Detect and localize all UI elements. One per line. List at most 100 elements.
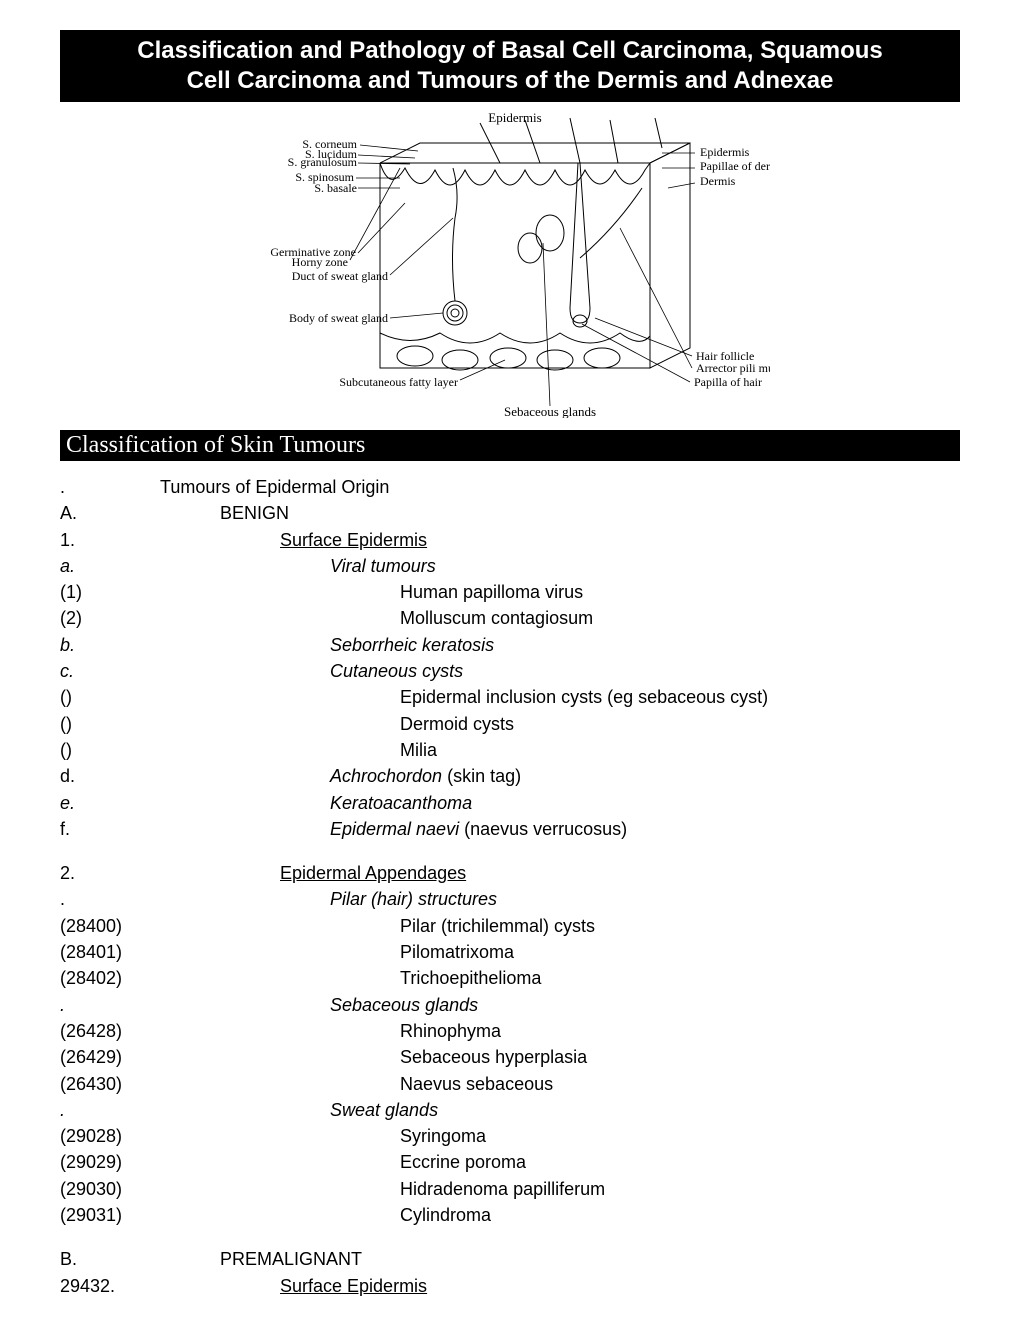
label-body-sweat: Body of sweat gland [289, 311, 388, 325]
outline-row: (28400)Pilar (trichilemmal) cysts [60, 914, 960, 938]
row-marker: (26429) [60, 1045, 160, 1069]
outline-row: (28402)Trichoepithelioma [60, 966, 960, 990]
row-text: Hidradenoma papilliferum [160, 1177, 960, 1201]
row-marker: b. [60, 633, 160, 657]
outline-row: ()Dermoid cysts [60, 712, 960, 736]
row-marker: () [60, 738, 160, 762]
row-text: Pilar (hair) structures [160, 887, 960, 911]
label-papilla-hair: Papilla of hair [694, 375, 762, 389]
outline-row: (26430)Naevus sebaceous [60, 1072, 960, 1096]
outline-row: .Sweat glands [60, 1098, 960, 1122]
blank-line [60, 1229, 960, 1247]
row-marker: (29029) [60, 1150, 160, 1174]
title-line-1: Classification and Pathology of Basal Ce… [137, 37, 883, 64]
row-text: Molluscum contagiosum [160, 606, 960, 630]
row-text: Surface Epidermis [160, 1274, 960, 1298]
row-marker: d. [60, 764, 160, 788]
outline-row: (29030)Hidradenoma papilliferum [60, 1177, 960, 1201]
outline-row: e.Keratoacanthoma [60, 791, 960, 815]
outline-row: (28401)Pilomatrixoma [60, 940, 960, 964]
outline-row: B.PREMALIGNANT [60, 1247, 960, 1271]
label-dermis: Dermis [700, 174, 736, 188]
row-marker: () [60, 712, 160, 736]
outline-row: (29029)Eccrine poroma [60, 1150, 960, 1174]
outline-row: (29028)Syringoma [60, 1124, 960, 1148]
row-marker: a. [60, 554, 160, 578]
label-papillae: Papillae of dermis [700, 159, 770, 173]
row-marker: () [60, 685, 160, 709]
row-text: Achrochordon (skin tag) [160, 764, 960, 788]
outline-row: ()Milia [60, 738, 960, 762]
row-marker: 29432. [60, 1274, 160, 1298]
outline-row: ()Epidermal inclusion cysts (eg sebaceou… [60, 685, 960, 709]
row-marker: (29028) [60, 1124, 160, 1148]
row-text: Keratoacanthoma [160, 791, 960, 815]
outline-row: a.Viral tumours [60, 554, 960, 578]
outline-row: c.Cutaneous cysts [60, 659, 960, 683]
row-text: Trichoepithelioma [160, 966, 960, 990]
row-marker: e. [60, 791, 160, 815]
row-text: Rhinophyma [160, 1019, 960, 1043]
row-marker: . [60, 475, 160, 499]
label-sebaceous-glands: Sebaceous glands [504, 404, 596, 418]
outline-row: .Pilar (hair) structures [60, 887, 960, 911]
row-text: Eccrine poroma [160, 1150, 960, 1174]
row-text: Syringoma [160, 1124, 960, 1148]
outline-row: 2.Epidermal Appendages [60, 861, 960, 885]
outline-row: (29031)Cylindroma [60, 1203, 960, 1227]
row-marker: f. [60, 817, 160, 841]
section-heading: Classification of Skin Tumours [60, 430, 960, 461]
row-marker: (26428) [60, 1019, 160, 1043]
label-horny: Horny zone [292, 255, 348, 269]
row-text: PREMALIGNANT [160, 1247, 960, 1271]
page-title: Classification and Pathology of Basal Ce… [60, 30, 960, 102]
outline-row: d.Achrochordon (skin tag) [60, 764, 960, 788]
row-marker: 1. [60, 528, 160, 552]
row-marker: (2) [60, 606, 160, 630]
outline-content: .Tumours of Epidermal OriginA.BENIGN1.Su… [60, 475, 960, 1298]
outline-row: 29432.Surface Epidermis [60, 1274, 960, 1298]
outline-row: f.Epidermal naevi (naevus verrucosus) [60, 817, 960, 841]
row-text: Tumours of Epidermal Origin [160, 475, 960, 499]
outline-row: (2)Molluscum contagiosum [60, 606, 960, 630]
row-text: Pilomatrixoma [160, 940, 960, 964]
row-marker: (29030) [60, 1177, 160, 1201]
row-text: Viral tumours [160, 554, 960, 578]
row-marker: (1) [60, 580, 160, 604]
outline-row: A.BENIGN [60, 501, 960, 525]
row-text: Surface Epidermis [160, 528, 960, 552]
label-s-granulosum: S. granulosum [288, 155, 358, 169]
outline-row: (26429)Sebaceous hyperplasia [60, 1045, 960, 1069]
row-marker: (29031) [60, 1203, 160, 1227]
row-marker: . [60, 1098, 160, 1122]
label-arrector: Arrector pili muscle [696, 361, 770, 375]
row-text: Naevus sebaceous [160, 1072, 960, 1096]
section-heading-text: Classification of Skin Tumours [66, 432, 365, 458]
row-marker: c. [60, 659, 160, 683]
skin-diagram: Epidermis S. corneum S. lucidum S. granu… [250, 108, 770, 418]
row-text: Sweat glands [160, 1098, 960, 1122]
row-text: Epidermal inclusion cysts (eg sebaceous … [160, 685, 960, 709]
row-marker: 2. [60, 861, 160, 885]
row-text: Human papilloma virus [160, 580, 960, 604]
outline-row: 1.Surface Epidermis [60, 528, 960, 552]
outline-row: .Tumours of Epidermal Origin [60, 475, 960, 499]
row-text: Epidermal naevi (naevus verrucosus) [160, 817, 960, 841]
outline-row: (26428)Rhinophyma [60, 1019, 960, 1043]
row-marker: (26430) [60, 1072, 160, 1096]
row-text: Milia [160, 738, 960, 762]
row-marker: (28402) [60, 966, 160, 990]
row-text: Epidermal Appendages [160, 861, 960, 885]
blank-line [60, 843, 960, 861]
row-marker: . [60, 887, 160, 911]
row-text: Cutaneous cysts [160, 659, 960, 683]
label-subcut: Subcutaneous fatty layer [339, 375, 458, 389]
row-text: Dermoid cysts [160, 712, 960, 736]
row-text: Cylindroma [160, 1203, 960, 1227]
row-text: Sebaceous hyperplasia [160, 1045, 960, 1069]
row-marker: (28400) [60, 914, 160, 938]
outline-row: (1)Human papilloma virus [60, 580, 960, 604]
row-text: Sebaceous glands [160, 993, 960, 1017]
label-duct-sweat: Duct of sweat gland [292, 269, 388, 283]
row-text: BENIGN [160, 501, 960, 525]
